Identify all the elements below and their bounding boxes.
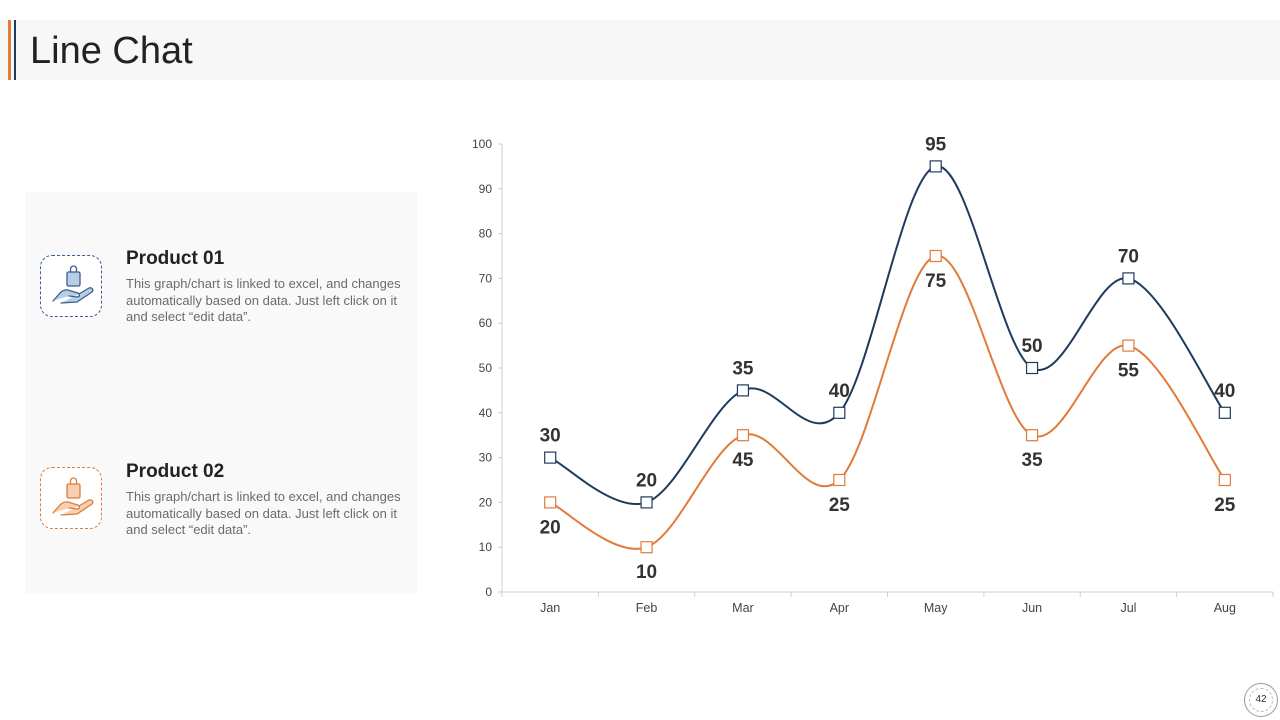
data-point-series-2 xyxy=(833,473,846,487)
data-label-series-2: 10 xyxy=(636,562,657,583)
y-tick-label: 100 xyxy=(472,137,492,151)
data-label-series-2: 25 xyxy=(829,495,851,516)
x-tick-label: Jun xyxy=(1022,601,1042,615)
y-tick-label: 80 xyxy=(479,227,493,241)
title-bar xyxy=(0,20,1280,80)
product-01-name: Product 01 xyxy=(126,248,225,269)
data-point-series-1 xyxy=(1025,361,1039,375)
y-tick-label: 70 xyxy=(479,271,493,285)
x-tick-label: Aug xyxy=(1214,601,1236,615)
product-02-icon-box xyxy=(40,467,102,529)
y-tick-label: 10 xyxy=(479,540,493,554)
series-line-2 xyxy=(549,254,1226,550)
data-point-series-1 xyxy=(736,384,750,397)
y-tick-label: 50 xyxy=(479,361,493,375)
data-point-series-2 xyxy=(640,541,653,554)
x-tick-label: Jul xyxy=(1120,601,1136,615)
x-tick-label: Jan xyxy=(540,601,560,615)
y-tick-label: 60 xyxy=(479,316,493,330)
product-02-name: Product 02 xyxy=(126,461,225,482)
data-point-series-2 xyxy=(1218,473,1231,487)
data-point-series-2 xyxy=(1025,429,1039,442)
data-label-series-1: 50 xyxy=(1021,336,1042,357)
x-tick-label: Feb xyxy=(636,601,658,615)
data-label-series-1: 35 xyxy=(732,358,754,379)
x-tick-label: May xyxy=(924,601,948,615)
y-tick-label: 40 xyxy=(479,406,493,420)
page-title: Line Chat xyxy=(30,30,193,72)
data-label-series-1: 40 xyxy=(1214,381,1235,402)
data-point-series-1 xyxy=(544,451,557,464)
data-label-series-1: 30 xyxy=(540,426,561,447)
title-accent-navy xyxy=(14,20,16,80)
hand-holding-bag-icon xyxy=(52,477,94,516)
data-point-series-2 xyxy=(1122,339,1135,352)
data-point-series-1 xyxy=(833,406,846,419)
y-tick-label: 20 xyxy=(479,495,493,509)
data-label-series-1: 70 xyxy=(1118,246,1139,267)
data-label-series-2: 35 xyxy=(1021,450,1043,471)
data-point-series-1 xyxy=(929,160,942,173)
data-point-series-2 xyxy=(544,496,557,509)
data-label-series-2: 20 xyxy=(540,517,561,538)
data-point-series-1 xyxy=(640,496,653,509)
title-accent-orange xyxy=(8,20,11,80)
product-01-description: This graph/chart is linked to excel, and… xyxy=(126,276,401,324)
data-label-series-2: 25 xyxy=(1214,495,1236,516)
page-number-badge: 42 xyxy=(1244,683,1278,717)
data-label-series-1: 95 xyxy=(925,134,947,155)
data-label-series-2: 55 xyxy=(1118,361,1140,382)
y-tick-label: 0 xyxy=(485,585,492,599)
x-tick-label: Mar xyxy=(732,601,754,615)
data-label-series-2: 45 xyxy=(732,450,754,471)
data-point-series-2 xyxy=(929,249,942,263)
hand-holding-bag-icon xyxy=(52,265,94,304)
product-01-icon-box xyxy=(40,255,102,317)
product-02-description: This graph/chart is linked to excel, and… xyxy=(126,489,401,537)
y-tick-label: 30 xyxy=(479,451,493,465)
page-number-ring xyxy=(1249,688,1273,712)
data-label-series-2: 75 xyxy=(925,271,947,292)
data-point-series-2 xyxy=(736,429,750,442)
x-tick-label: Apr xyxy=(830,601,849,615)
series-line-1 xyxy=(549,165,1226,506)
data-label-series-1: 20 xyxy=(636,470,657,491)
data-label-series-1: 40 xyxy=(829,381,850,402)
y-tick-label: 90 xyxy=(479,182,493,196)
data-point-series-1 xyxy=(1218,406,1231,419)
line-chart: 0 10 20 30 40 50 60 70 80 90 100 Jan Feb Mar Apr May Jun… xyxy=(472,134,1274,615)
data-point-series-1 xyxy=(1122,272,1135,285)
